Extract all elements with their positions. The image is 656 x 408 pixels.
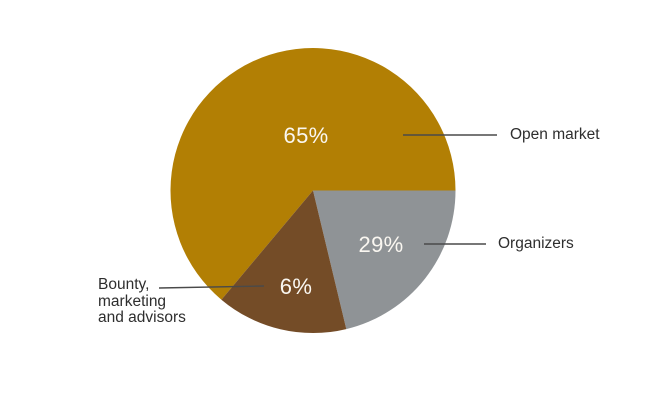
callout-bounty-line-1: Bounty,	[98, 276, 150, 293]
slice-value-bounty: 6%	[279, 274, 313, 299]
callout-bounty-line-2: marketing	[98, 292, 167, 310]
pie-slices-group	[170, 48, 456, 334]
callout-bounty-line-3: and advisors	[98, 309, 186, 326]
callout-bounty-marketing-advisors: Bounty, marketing and advisors	[98, 276, 186, 327]
callout-organizers: Organizers	[498, 235, 574, 252]
leader-line-bounty	[158, 285, 265, 289]
callout-open-market: Open market	[510, 126, 600, 143]
pie-slice-organizers	[313, 190, 456, 330]
slice-value-organizers: 29%	[358, 232, 404, 257]
slice-value-open-market: 65%	[283, 123, 329, 148]
pie-slice-bounty-marketing-advisors	[221, 190, 347, 334]
pie-slice-open-market	[170, 48, 456, 300]
